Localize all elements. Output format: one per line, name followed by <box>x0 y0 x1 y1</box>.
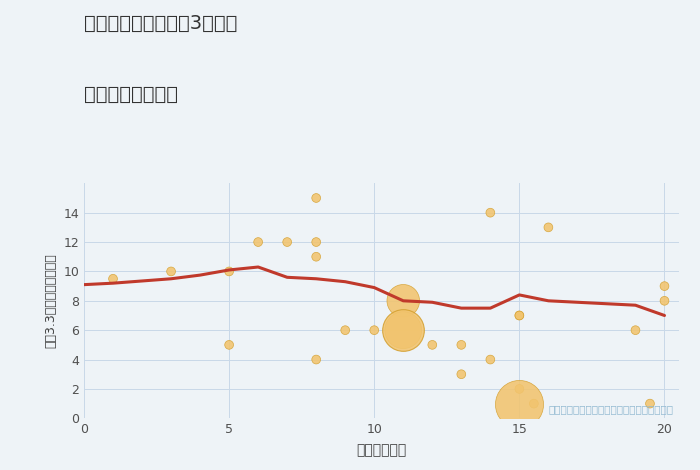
Point <box>253 238 264 246</box>
Text: 円の大きさは、取引のあった物件面積を示す: 円の大きさは、取引のあった物件面積を示す <box>548 404 673 414</box>
Point <box>659 282 670 290</box>
Point <box>398 297 409 305</box>
Point <box>542 224 554 231</box>
Point <box>165 268 176 275</box>
X-axis label: 駅距離（分）: 駅距離（分） <box>356 443 407 457</box>
Point <box>514 312 525 319</box>
Point <box>427 341 438 349</box>
Point <box>281 238 293 246</box>
Point <box>659 297 670 305</box>
Point <box>398 326 409 334</box>
Point <box>645 400 656 407</box>
Point <box>369 326 380 334</box>
Point <box>528 400 540 407</box>
Point <box>223 268 235 275</box>
Point <box>340 326 351 334</box>
Point <box>456 370 467 378</box>
Point <box>223 341 235 349</box>
Point <box>514 400 525 407</box>
Point <box>107 275 118 282</box>
Point <box>484 209 496 216</box>
Point <box>630 326 641 334</box>
Point <box>484 356 496 363</box>
Point <box>514 385 525 393</box>
Point <box>311 238 322 246</box>
Point <box>398 326 409 334</box>
Point <box>514 312 525 319</box>
Text: 三重県名張市春日丘3番町の: 三重県名張市春日丘3番町の <box>84 14 237 33</box>
Y-axis label: 坪（3.3㎡）単価（万円）: 坪（3.3㎡）単価（万円） <box>45 253 57 348</box>
Text: 駅距離別土地価格: 駅距離別土地価格 <box>84 85 178 103</box>
Point <box>311 194 322 202</box>
Point <box>311 356 322 363</box>
Point <box>311 253 322 260</box>
Point <box>456 341 467 349</box>
